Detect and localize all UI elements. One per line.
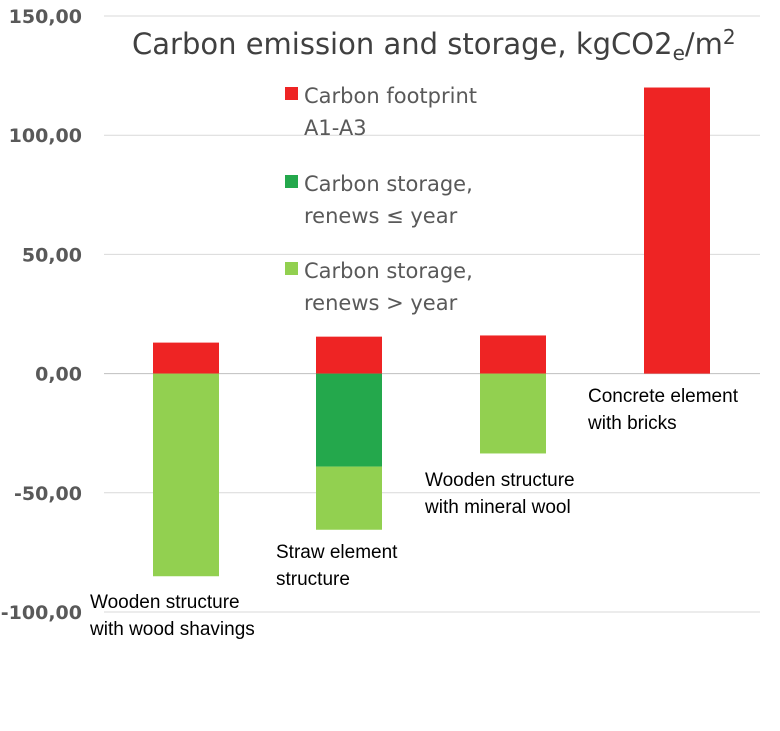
category-label: structure	[276, 569, 350, 590]
category-label: Wooden structure	[425, 470, 575, 491]
legend-label: Carbon storage,	[304, 172, 473, 196]
chart-title: Carbon emission and storage, kgCO2e/m2	[132, 25, 736, 65]
category-label: with mineral wool	[424, 497, 571, 518]
bar-segment	[153, 373, 219, 577]
legend-label: Carbon storage,	[304, 259, 473, 283]
legend-swatch	[285, 87, 298, 100]
legend-label: renews > year	[304, 291, 458, 315]
y-tick-label: 100,00	[9, 125, 82, 147]
bar-segment	[316, 336, 382, 374]
legend-swatch	[285, 262, 298, 275]
category-label: Wooden structure	[90, 592, 240, 613]
bar-segment	[316, 466, 382, 530]
bar-segment	[153, 342, 219, 374]
legend: Carbon footprint A1-A3 Carbon storage, rene…	[285, 84, 477, 315]
y-tick-label: 150,00	[9, 6, 82, 28]
y-axis-ticks: 150,00 100,00 50,00 0,00 -50,00 -100,00	[1, 6, 82, 624]
legend-swatch	[285, 175, 298, 188]
bar-segment	[480, 335, 546, 374]
category-label: Straw element	[276, 542, 398, 563]
y-tick-label: -50,00	[14, 483, 82, 505]
category-label: with bricks	[587, 413, 677, 434]
y-tick-label: 50,00	[22, 244, 82, 266]
category-label: Concrete element	[588, 386, 739, 407]
legend-label: renews ≤ year	[304, 204, 458, 228]
bars	[153, 87, 710, 577]
category-label: with wood shavings	[89, 619, 255, 640]
bar-segment	[644, 87, 710, 374]
y-tick-label: -100,00	[1, 602, 82, 624]
legend-label: Carbon footprint	[304, 84, 477, 108]
bar-segment	[316, 373, 382, 467]
legend-label: A1-A3	[304, 116, 367, 140]
y-tick-label: 0,00	[35, 364, 82, 386]
category-labels: Wooden structure with wood shavings Straw …	[89, 386, 739, 640]
bar-segment	[480, 373, 546, 454]
